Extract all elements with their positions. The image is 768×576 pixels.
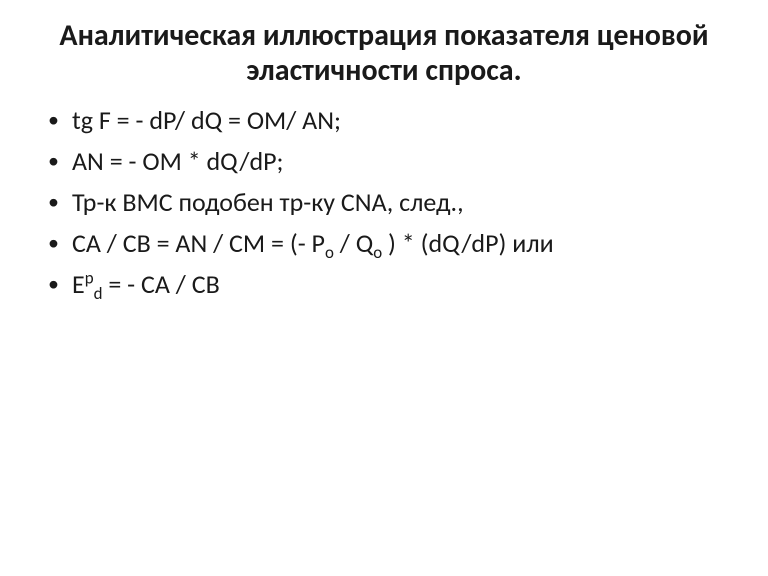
bullet-text-segment: p <box>85 268 94 289</box>
bullet-item: CA / CB = AN / CM = (- Po / Qo ) * (dQ/d… <box>48 226 732 261</box>
bullet-text-segment: = - CA / CB <box>102 268 219 300</box>
slide-title: Аналитическая иллюстрация показателя цен… <box>36 18 732 89</box>
slide: Аналитическая иллюстрация показателя цен… <box>0 0 768 576</box>
bullet-text-segment: Тр-к BMC подобен тр-ку СNA, след., <box>72 186 464 218</box>
bullet-text-segment: E <box>72 268 85 300</box>
bullet-text-segment: / Q <box>334 227 373 259</box>
bullet-list: tg F = - dP/ dQ = OM/ AN; AN = - OM * dQ/… <box>36 103 732 302</box>
bullet-text-segment: ) * (dQ/dP) или <box>382 227 554 259</box>
bullet-text-segment: o <box>373 242 382 263</box>
bullet-item: Тр-к BMC подобен тр-ку СNA, след., <box>48 185 732 220</box>
bullet-text-segment: o <box>325 242 334 263</box>
bullet-item: tg F = - dP/ dQ = OM/ AN; <box>48 103 732 138</box>
bullet-item: Epd = - CA / CB <box>48 267 732 302</box>
bullet-text-segment: tg F = - dP/ dQ = OM/ AN; <box>72 104 341 136</box>
bullet-text-segment: CA / CB = AN / CM = (- P <box>72 227 325 259</box>
bullet-text-segment: AN = - OM * dQ/dP; <box>72 145 284 177</box>
bullet-item: AN = - OM * dQ/dP; <box>48 144 732 179</box>
